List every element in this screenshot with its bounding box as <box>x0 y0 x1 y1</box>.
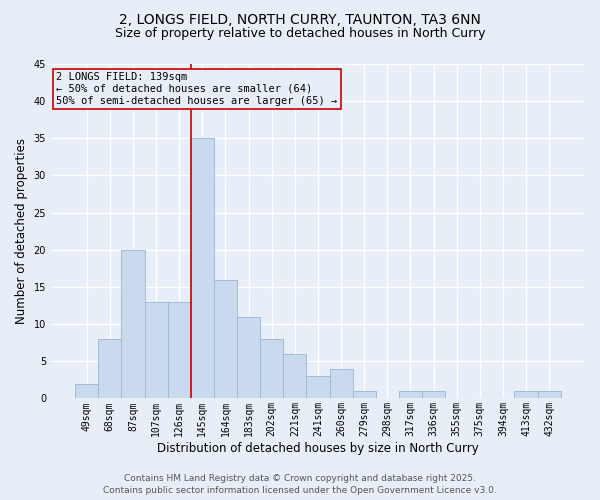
Bar <box>329 368 353 398</box>
Bar <box>237 316 260 398</box>
Text: 2, LONGS FIELD, NORTH CURRY, TAUNTON, TA3 6NN: 2, LONGS FIELD, NORTH CURRY, TAUNTON, TA… <box>119 12 481 26</box>
Bar <box>167 302 191 398</box>
Text: 2 LONGS FIELD: 139sqm
← 50% of detached houses are smaller (64)
50% of semi-deta: 2 LONGS FIELD: 139sqm ← 50% of detached … <box>56 72 338 106</box>
Bar <box>538 391 561 398</box>
Y-axis label: Number of detached properties: Number of detached properties <box>15 138 28 324</box>
Bar <box>98 339 121 398</box>
Bar <box>353 391 376 398</box>
Bar <box>399 391 422 398</box>
Text: Size of property relative to detached houses in North Curry: Size of property relative to detached ho… <box>115 28 485 40</box>
Bar <box>260 339 283 398</box>
X-axis label: Distribution of detached houses by size in North Curry: Distribution of detached houses by size … <box>157 442 479 455</box>
Bar <box>145 302 167 398</box>
Bar <box>191 138 214 398</box>
Text: Contains HM Land Registry data © Crown copyright and database right 2025.
Contai: Contains HM Land Registry data © Crown c… <box>103 474 497 495</box>
Bar <box>307 376 329 398</box>
Bar <box>514 391 538 398</box>
Bar <box>422 391 445 398</box>
Bar <box>121 250 145 398</box>
Bar <box>214 280 237 398</box>
Bar <box>283 354 307 399</box>
Bar <box>75 384 98 398</box>
